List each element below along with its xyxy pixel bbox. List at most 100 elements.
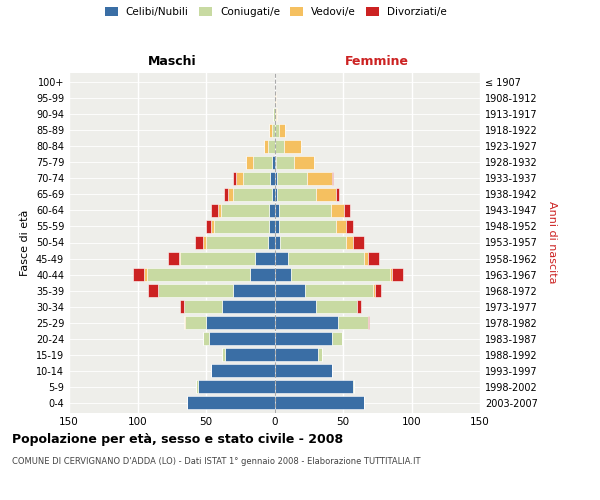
Bar xyxy=(275,124,278,137)
Bar xyxy=(353,380,354,394)
Bar xyxy=(336,220,346,233)
Bar xyxy=(272,124,275,137)
Bar xyxy=(206,316,275,330)
Bar xyxy=(373,284,374,297)
Bar xyxy=(203,236,206,249)
Bar xyxy=(331,204,344,217)
Bar xyxy=(275,268,291,281)
Bar xyxy=(206,220,211,233)
Bar xyxy=(275,236,280,249)
Bar xyxy=(278,220,336,233)
Bar xyxy=(280,236,346,249)
Bar xyxy=(272,156,275,169)
Bar xyxy=(275,188,277,201)
Text: Femmine: Femmine xyxy=(345,56,409,68)
Bar xyxy=(275,396,364,409)
Bar xyxy=(392,268,403,281)
Bar xyxy=(277,172,307,185)
Bar xyxy=(284,140,301,153)
Bar xyxy=(196,380,198,394)
Bar xyxy=(206,236,268,249)
Bar xyxy=(275,284,305,297)
Bar xyxy=(368,316,369,330)
Bar xyxy=(389,268,392,281)
Bar xyxy=(180,300,184,313)
Bar xyxy=(268,236,275,249)
Bar xyxy=(271,172,275,185)
Bar xyxy=(269,220,275,233)
Text: Maschi: Maschi xyxy=(148,56,196,68)
Bar xyxy=(275,252,288,265)
Bar xyxy=(246,156,253,169)
Bar xyxy=(316,188,336,201)
Bar xyxy=(211,204,218,217)
Bar xyxy=(275,300,316,313)
Bar xyxy=(293,156,314,169)
Bar xyxy=(148,284,158,297)
Bar xyxy=(256,252,275,265)
Bar xyxy=(277,188,316,201)
Bar xyxy=(272,188,275,201)
Bar xyxy=(211,364,275,378)
Bar xyxy=(187,396,275,409)
Bar xyxy=(305,284,373,297)
Bar xyxy=(167,252,179,265)
Bar xyxy=(218,204,221,217)
Bar xyxy=(275,380,353,394)
Bar xyxy=(332,172,334,185)
Bar xyxy=(268,140,275,153)
Bar xyxy=(250,268,275,281)
Bar xyxy=(353,236,364,249)
Bar xyxy=(356,300,361,313)
Bar xyxy=(275,108,276,121)
Bar xyxy=(133,268,145,281)
Bar xyxy=(211,220,214,233)
Bar xyxy=(221,204,269,217)
Bar xyxy=(278,204,331,217)
Bar xyxy=(243,172,271,185)
Bar xyxy=(269,204,275,217)
Bar xyxy=(263,140,268,153)
Bar xyxy=(275,92,276,104)
Bar xyxy=(275,316,338,330)
Text: Popolazione per età, sesso e stato civile - 2008: Popolazione per età, sesso e stato civil… xyxy=(12,432,343,446)
Bar xyxy=(223,348,225,362)
Bar xyxy=(223,300,275,313)
Bar xyxy=(275,172,277,185)
Bar xyxy=(158,284,233,297)
Bar xyxy=(316,300,357,313)
Bar xyxy=(233,188,272,201)
Bar xyxy=(374,284,382,297)
Bar xyxy=(184,300,223,313)
Bar xyxy=(291,268,389,281)
Bar xyxy=(269,124,272,137)
Bar xyxy=(288,252,364,265)
Bar xyxy=(338,316,368,330)
Bar xyxy=(275,140,284,153)
Bar xyxy=(332,332,341,345)
Bar xyxy=(275,348,319,362)
Bar xyxy=(236,172,243,185)
Bar xyxy=(184,316,185,330)
Bar xyxy=(336,188,339,201)
Bar xyxy=(275,364,332,378)
Bar xyxy=(276,156,293,169)
Bar xyxy=(203,332,209,345)
Bar xyxy=(198,380,275,394)
Bar xyxy=(147,268,250,281)
Bar xyxy=(275,156,276,169)
Y-axis label: Fasce di età: Fasce di età xyxy=(20,210,30,276)
Bar xyxy=(214,220,269,233)
Bar xyxy=(228,188,233,201)
Bar xyxy=(346,236,353,249)
Bar xyxy=(233,172,236,185)
Bar xyxy=(275,204,278,217)
Bar xyxy=(307,172,332,185)
Bar xyxy=(145,268,147,281)
Bar xyxy=(273,108,275,121)
Y-axis label: Anni di nascita: Anni di nascita xyxy=(547,201,557,283)
Text: COMUNE DI CERVIGNANO D'ADDA (LO) - Dati ISTAT 1° gennaio 2008 - Elaborazione TUT: COMUNE DI CERVIGNANO D'ADDA (LO) - Dati … xyxy=(12,458,421,466)
Bar xyxy=(276,108,277,121)
Bar xyxy=(180,252,256,265)
Bar xyxy=(319,348,322,362)
